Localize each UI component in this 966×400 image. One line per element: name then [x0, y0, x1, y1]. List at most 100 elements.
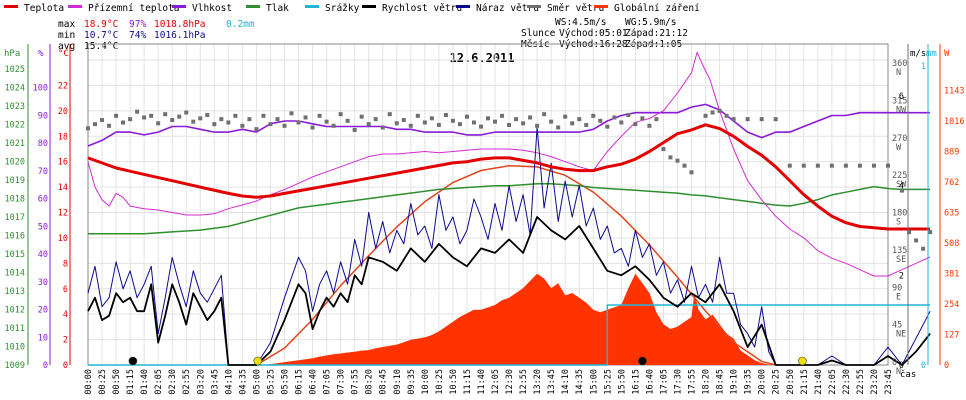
series-smer-vetru-point [233, 113, 238, 118]
axis-dir-tick-compass: SE [896, 255, 906, 265]
axis-x-tick: 19:10 [730, 369, 740, 395]
axis-dir-tick-compass: SW [896, 180, 907, 190]
axis-x-tick: 14:35 [575, 369, 585, 395]
axis-hpa-tick: 1015 [5, 250, 25, 260]
axis-pct-tick: 60 [38, 195, 48, 205]
series-smer-vetru-point [212, 122, 217, 127]
legend-swatch-5 [362, 5, 376, 8]
series-smer-vetru-point [500, 113, 505, 118]
axis-dir-tick-deg: 225 [892, 171, 907, 181]
series-smer-vetru-point [429, 116, 434, 121]
series-smer-vetru-point [149, 113, 154, 118]
marker-moonset [128, 356, 138, 366]
axis-w-tick: 127 [944, 331, 959, 341]
series-smer-vetru-point [528, 115, 533, 120]
axis-x-tick: 23:45 [884, 369, 894, 395]
axis-ms-tick: 4 [899, 182, 904, 192]
series-smer-vetru-point [633, 122, 638, 127]
axis-ms-tick: 2 [899, 271, 904, 281]
axis-degc-tick: 6 [63, 285, 68, 295]
series-smer-vetru-point [240, 123, 245, 128]
legend-swatch-8 [594, 5, 608, 8]
axis-w-tick: 508 [944, 239, 959, 249]
axis-w-label: W [944, 49, 950, 59]
series-smer-vetru-point [914, 238, 919, 243]
axis-x-tick: 11:40 [477, 369, 487, 395]
axis-x-tick: 12:30 [505, 369, 515, 395]
series-smer-vetru-point [128, 117, 133, 122]
axis-hpa-tick: 1018 [5, 195, 25, 205]
axis-x-tick: 01:40 [140, 369, 150, 395]
axis-x-tick: 20:25 [772, 369, 782, 395]
markers-layer [128, 356, 807, 366]
axis-hpa-tick: 1009 [5, 361, 25, 371]
axis-x-tick: 03:20 [196, 369, 206, 395]
legend-swatch-3 [246, 5, 260, 8]
marker-sunrise [253, 356, 263, 366]
axis-x-tick: 14:10 [561, 369, 571, 395]
axis-x-tick: 12:55 [519, 369, 529, 395]
axis-dir-tick-deg: 315 [892, 96, 907, 106]
axis-pct-tick: 10 [38, 333, 48, 343]
axis-hpa-tick: 1011 [5, 324, 25, 334]
series-smer-vetru-point [591, 113, 596, 118]
axis-pct-tick: 0 [43, 361, 48, 371]
solar-area [88, 273, 931, 365]
series-smer-vetru-point [100, 117, 105, 122]
series-smer-vetru-point [93, 122, 98, 127]
axis-x-tick: 10:25 [435, 369, 445, 395]
legend-label-2: Vlhkost [192, 3, 232, 14]
axis-x-tick: 08:20 [365, 369, 375, 395]
series-smer-vetru-point [163, 112, 168, 117]
axis-x-tick: 15:50 [617, 369, 627, 395]
series-smer-vetru-point [457, 122, 462, 127]
axis-x-tick: 17:30 [674, 369, 684, 395]
series-smer-vetru-point [605, 124, 610, 129]
series-smer-vetru-point [907, 230, 912, 235]
series-smer-vetru-point [338, 112, 343, 117]
info-sun-set: Západ:21:12 [625, 28, 688, 39]
series-vlhkost [87, 103, 931, 147]
axis-degc-tick: 8 [63, 259, 68, 269]
axis-hpa-tick: 1023 [5, 102, 25, 112]
axis-dir-tick-deg: 360 [892, 59, 907, 69]
series-smer-vetru-point [549, 119, 554, 124]
series-smer-vetru-point [380, 125, 385, 130]
axis-degc-tick: 12 [58, 209, 68, 219]
legend-swatch-6 [456, 5, 470, 8]
axis-w-tick: 889 [944, 148, 959, 158]
axis-x-tick: 00:00 [84, 369, 94, 395]
series-smer-vetru-point [387, 112, 392, 117]
series-smer-vetru-point [107, 123, 112, 128]
series-smer-vetru-point [668, 155, 673, 160]
series-smer-vetru-point [493, 119, 498, 124]
axis-degc-tick: 0 [63, 361, 68, 371]
axis-x-tick: 16:40 [645, 369, 655, 395]
axis-degc-tick: 18 [58, 132, 68, 142]
series-smer-vetru-point [619, 120, 624, 125]
axis-x-tick: 18:20 [702, 369, 712, 395]
axis-x-tick: 11:15 [463, 369, 473, 395]
series-smer-vetru-point [563, 114, 568, 119]
series-srazky [88, 304, 931, 366]
axis-x-tick: 07:05 [323, 369, 333, 395]
legend-label-0: Teplota [24, 3, 64, 14]
series-smer-vetru-point [303, 115, 308, 120]
axis-time-label: čas [900, 369, 916, 380]
axis-x-tick: 18:45 [716, 369, 726, 395]
axis-ms-tick: 6 [899, 92, 904, 102]
axis-x-tick: 15:25 [603, 369, 613, 395]
series-smer-vetru-point [324, 119, 329, 124]
series-smer-vetru-point [773, 117, 778, 122]
axis-degc-tick: 20 [58, 107, 68, 117]
series-teplota [87, 123, 931, 231]
axis-x-tick: 03:45 [210, 369, 220, 395]
axis-x-tick: 13:45 [547, 369, 557, 395]
series-smer-vetru-point [598, 118, 603, 123]
series-smer-vetru-point [612, 115, 617, 120]
series-smer-vetru-point [556, 125, 561, 130]
axis-x-tick: 01:15 [126, 369, 136, 395]
axis-x-tick: 22:30 [842, 369, 852, 395]
series-smer-vetru-point [478, 124, 483, 129]
series-smer-vetru-point [450, 118, 455, 123]
